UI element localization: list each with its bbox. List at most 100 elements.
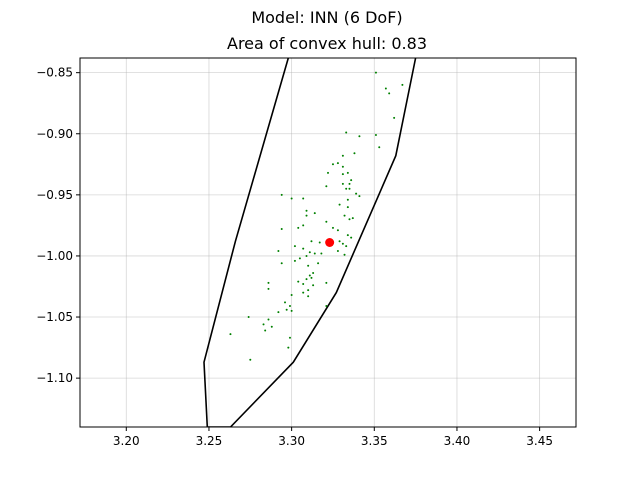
sample-point — [348, 187, 351, 190]
sample-point — [305, 254, 308, 257]
sample-point — [293, 259, 296, 262]
sample-point — [346, 171, 349, 174]
convex-hull — [203, 58, 417, 427]
sample-point — [374, 71, 377, 74]
sample-point — [313, 212, 316, 215]
sample-point — [284, 301, 287, 304]
sample-point — [302, 247, 305, 250]
sample-point — [325, 305, 328, 308]
sample-point — [280, 228, 283, 231]
sample-point — [247, 316, 250, 319]
sample-point — [290, 197, 293, 200]
sample-point — [313, 252, 316, 255]
sample-point — [346, 198, 349, 201]
sample-point — [267, 287, 270, 290]
x-tick-label: 3.45 — [526, 434, 553, 448]
sample-point — [318, 241, 321, 244]
sample-point — [378, 146, 381, 149]
x-tick-label: 3.25 — [196, 434, 223, 448]
x-tick-label: 3.40 — [444, 434, 471, 448]
sample-point — [341, 242, 344, 245]
sample-point — [290, 309, 293, 312]
reference-point-layer — [325, 238, 335, 247]
sample-point — [348, 218, 351, 221]
sample-point — [288, 336, 291, 339]
sample-point — [343, 214, 346, 217]
x-tick-label: 3.20 — [113, 434, 140, 448]
sample-point — [262, 323, 265, 326]
sample-point — [341, 182, 344, 185]
convex-hull-outline — [203, 58, 417, 427]
sample-point — [338, 203, 341, 206]
chart-title: Model: INN (6 DoF) — [251, 8, 402, 27]
sample-point — [384, 87, 387, 90]
sample-point — [270, 325, 273, 328]
sample-point — [341, 173, 344, 176]
sample-point — [325, 185, 328, 188]
sample-point — [249, 358, 252, 361]
sample-point — [302, 197, 305, 200]
sample-point — [277, 311, 280, 314]
sample-point — [358, 135, 361, 138]
sample-point — [285, 308, 288, 311]
sample-point — [341, 154, 344, 157]
sample-point — [317, 262, 320, 265]
plot-frame — [79, 57, 577, 428]
sample-point — [264, 329, 267, 332]
sample-point — [350, 179, 353, 182]
sample-point — [327, 171, 329, 174]
sample-point — [298, 257, 301, 260]
y-tick-label: −1.10 — [36, 371, 73, 385]
sample-point — [305, 214, 308, 217]
y-tick-label: −0.85 — [36, 66, 73, 80]
sample-point — [355, 192, 358, 195]
sample-point — [308, 274, 311, 277]
sample-point — [401, 83, 404, 86]
sample-point — [267, 318, 270, 321]
sample-point — [293, 245, 296, 248]
sample-point — [374, 133, 377, 136]
sample-point — [280, 262, 283, 265]
sample-point — [351, 217, 354, 220]
sample-point — [307, 289, 310, 292]
sample-point — [302, 291, 305, 294]
sample-point — [277, 250, 280, 253]
sample-point — [310, 276, 313, 279]
sample-point — [267, 281, 270, 284]
sample-point — [288, 305, 291, 308]
sample-point — [290, 294, 293, 297]
sample-point — [345, 245, 348, 248]
y-tick-label: −1.05 — [36, 310, 73, 324]
sample-point — [393, 116, 396, 119]
y-tick-label: −0.95 — [36, 188, 73, 202]
x-axis: 3.20 3.25 3.30 3.35 3.40 3.45 — [113, 427, 553, 448]
sample-point — [312, 272, 315, 275]
sample-point — [287, 346, 290, 349]
x-tick-label: 3.35 — [361, 434, 388, 448]
x-tick-label: 3.30 — [278, 434, 305, 448]
grid-lines — [80, 58, 576, 427]
sample-point — [358, 195, 361, 198]
sample-point — [297, 226, 300, 229]
sample-point — [307, 295, 310, 298]
sample-point — [346, 234, 349, 237]
y-axis: −0.85 −0.90 −0.95 −1.00 −1.05 −1.10 — [36, 66, 80, 385]
sample-point — [312, 284, 315, 287]
sample-point — [345, 187, 348, 190]
sample-point — [331, 226, 334, 229]
sample-point — [346, 206, 349, 209]
sample-point — [325, 220, 328, 223]
sample-point — [388, 92, 391, 95]
sample-point — [325, 281, 328, 284]
y-tick-label: −0.90 — [36, 127, 73, 141]
sample-point — [307, 264, 310, 267]
sample-point — [305, 278, 308, 281]
sample-point — [297, 280, 300, 283]
chart-subtitle: Area of convex hull: 0.83 — [227, 34, 427, 53]
sample-point — [302, 283, 305, 286]
sample-point — [345, 131, 348, 134]
sample-point — [348, 182, 351, 185]
sample-point — [302, 224, 305, 227]
sample-point — [308, 251, 311, 254]
sample-points — [229, 71, 404, 361]
